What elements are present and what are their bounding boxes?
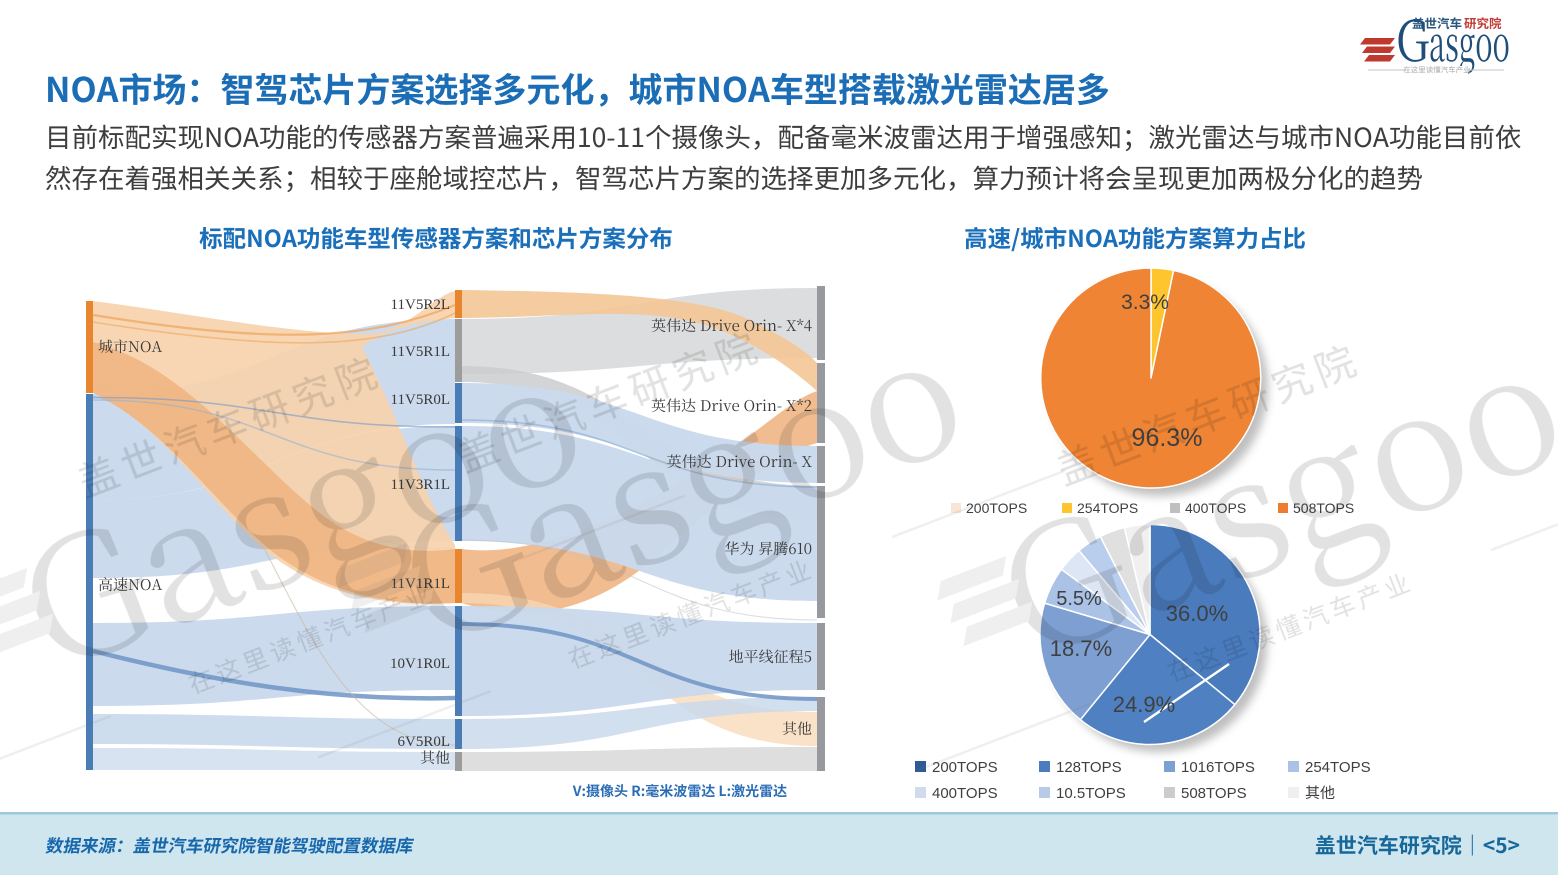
svg-text:11V5R0L: 11V5R0L	[391, 392, 450, 408]
svg-text:11V5R1L: 11V5R1L	[391, 344, 450, 360]
svg-text:24.9%: 24.9%	[1113, 692, 1175, 717]
svg-text:3.3%: 3.3%	[1121, 291, 1169, 314]
svg-text:200TOPS: 200TOPS	[932, 759, 998, 776]
svg-text:200TOPS: 200TOPS	[966, 500, 1027, 516]
svg-text:400TOPS: 400TOPS	[932, 785, 998, 802]
svg-text:11V5R2L: 11V5R2L	[391, 297, 450, 313]
svg-text:1016TOPS: 1016TOPS	[1181, 759, 1255, 776]
svg-text:10.5TOPS: 10.5TOPS	[1056, 785, 1126, 802]
svg-text:128TOPS: 128TOPS	[1056, 759, 1122, 776]
svg-text:254TOPS: 254TOPS	[1077, 500, 1138, 516]
svg-text:5.5%: 5.5%	[1056, 588, 1102, 610]
svg-text:10V1R0L: 10V1R0L	[390, 656, 450, 672]
svg-text:508TOPS: 508TOPS	[1181, 785, 1247, 802]
svg-text:6V5R0L: 6V5R0L	[398, 734, 451, 750]
svg-text:254TOPS: 254TOPS	[1305, 759, 1371, 776]
